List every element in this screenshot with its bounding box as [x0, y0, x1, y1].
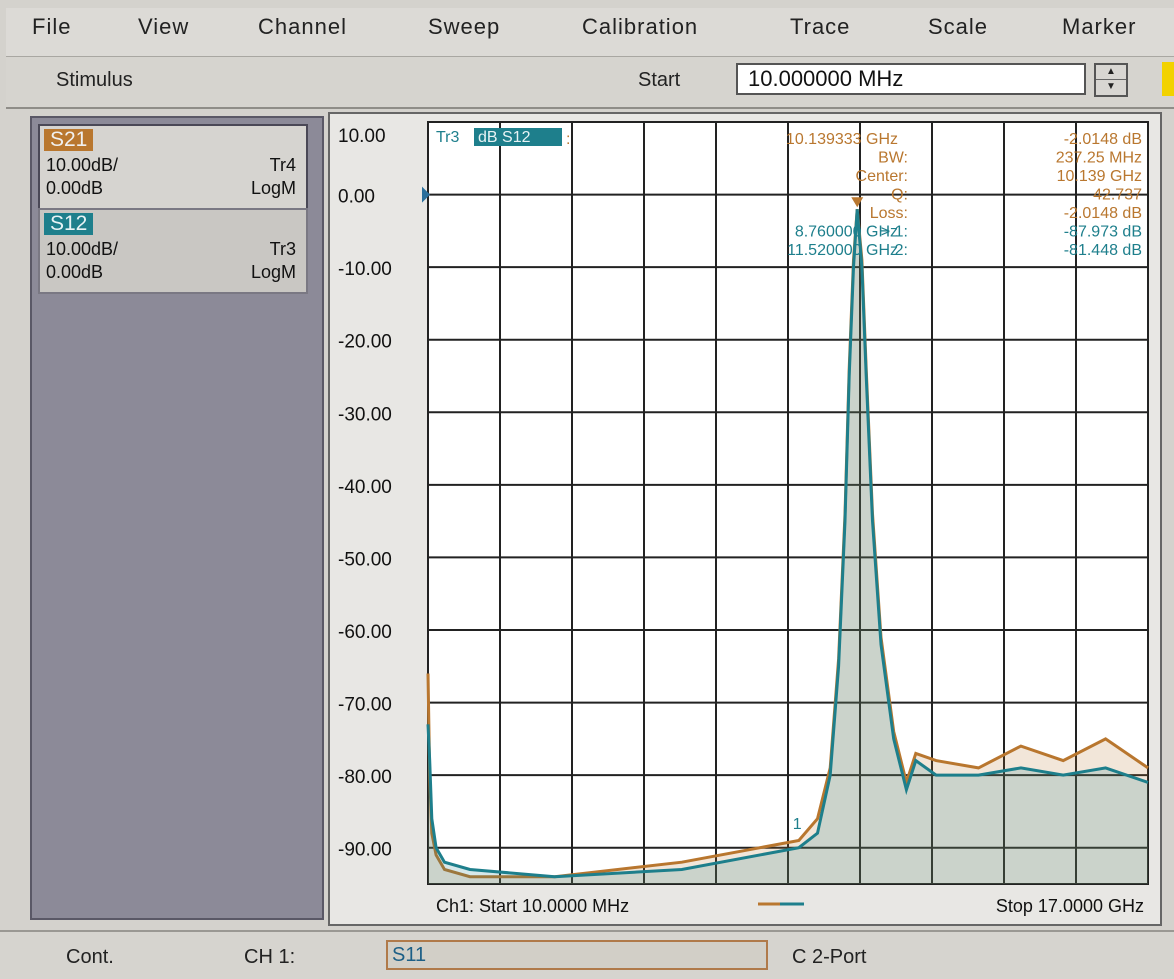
readout-label: > 1: [881, 224, 908, 241]
y-tick-label: 0.00 [338, 187, 375, 208]
chart-canvas[interactable]: 10.00 0.00 -10.00 -20.00 -30.00 -40.00 -50.00 -… [330, 114, 1156, 920]
readout-y-value: -81.448 dB [1064, 242, 1142, 259]
toolbar-section-label: Stimulus [56, 69, 133, 91]
trace-scale: 10.00dB/ [46, 239, 119, 259]
trace-ref: 0.00dB [46, 178, 104, 198]
readout-y-value: 237.25 MHz [1056, 150, 1142, 167]
channel-label: CH 1: [244, 946, 296, 968]
menu-channel[interactable]: Channel [258, 14, 347, 39]
readout-y-value: 42.737 [1093, 187, 1142, 204]
trace-id: Tr4 [269, 155, 296, 175]
trace-param-tag: S21 [44, 129, 94, 151]
menu-calibration[interactable]: Calibration [582, 14, 699, 39]
readout-label: Center: [856, 168, 908, 185]
y-tick-label: -60.00 [338, 622, 392, 643]
trace-ref: 0.00dB [46, 262, 104, 282]
trace-scale: 10.00dB/ [46, 155, 119, 175]
trace-line-s12 [426, 209, 1149, 879]
start-frequency-label: Ch1: Start 10.0000 MHz [436, 896, 629, 916]
readout-y-value: -2.0148 dB [1064, 205, 1142, 222]
stop-frequency-label: Stop 17.0000 GHz [996, 896, 1144, 916]
menu-file[interactable]: File [32, 14, 72, 39]
start-frequency-input[interactable]: 10.000000 MHz [736, 63, 1086, 95]
readout-x-value: 11.520000 GHz [787, 242, 898, 259]
readout-label: 2: [895, 242, 908, 259]
readout-label: : [566, 131, 570, 148]
status-bar: Cont. CH 1: S11 C 2-Port [0, 930, 1174, 979]
menu-sweep[interactable]: Sweep [428, 14, 501, 39]
readout-x-value: 8.760000 GHz [795, 224, 898, 241]
y-tick-label: -80.00 [338, 767, 392, 788]
spin-down-icon[interactable]: ▼ [1096, 79, 1126, 94]
menu-marker[interactable]: Marker [1062, 14, 1137, 39]
menu-view[interactable]: View [138, 14, 190, 39]
trace-format: LogM [250, 262, 296, 282]
trace-param-tag: S12 [44, 213, 94, 235]
trace-fill-s21 [428, 209, 1148, 884]
start-label: Start [638, 69, 681, 91]
y-tick-label: -30.00 [338, 404, 392, 425]
spin-up-icon[interactable]: ▲ [1106, 66, 1116, 77]
y-tick-label: 10.00 [338, 126, 386, 147]
y-tick-label: -10.00 [338, 259, 392, 280]
trace-status-panel: S21 10.00dB/ Tr4 0.00dB LogM S12 10.00dB… [30, 116, 324, 920]
measurement-chart[interactable]: 10.00 0.00 -10.00 -20.00 -30.00 -40.00 -50.00 -… [328, 112, 1162, 926]
trace-box-tr4[interactable]: S21 10.00dB/ Tr4 0.00dB LogM [38, 124, 308, 210]
y-tick-label: -70.00 [338, 695, 392, 716]
sweep-mode: Cont. [66, 946, 114, 968]
start-spinner[interactable]: ▲ ▼ [1094, 63, 1128, 97]
active-trace-box [474, 128, 562, 146]
readout-label: Q: [891, 187, 908, 204]
y-tick-label: -90.00 [338, 840, 392, 861]
toolbar-indicator [1162, 62, 1174, 96]
cal-status: C 2-Port [792, 946, 867, 968]
measurement-field[interactable]: S11 [386, 940, 768, 970]
readout-x-value: 10.139333 GHz [786, 131, 898, 148]
reference-marker-icon [422, 186, 430, 203]
stimulus-toolbar: Stimulus Start 10.000000 MHz ▲ ▼ [6, 57, 1174, 109]
readout-y-value: -2.0148 dB [1064, 131, 1142, 148]
menu-bar: File View Channel Sweep Calibration Trac… [6, 8, 1174, 57]
menu-scale[interactable]: Scale [928, 14, 989, 39]
active-trace-box-label: dB S12 [478, 129, 531, 146]
y-tick-label: -50.00 [338, 549, 392, 570]
trace-box-tr3[interactable]: S12 10.00dB/ Tr3 0.00dB LogM [38, 208, 308, 294]
menu-trace[interactable]: Trace [790, 14, 851, 39]
active-trace-prefix: Tr3 [436, 129, 460, 146]
marker-1-label: 1 [793, 816, 802, 833]
marker-peak-icon [851, 197, 864, 208]
trace-fill-s12 [428, 209, 1148, 884]
readout-label: Loss: [870, 205, 908, 222]
y-tick-label: -40.00 [338, 477, 392, 498]
readout-y-value: -87.973 dB [1064, 224, 1142, 241]
readout-label: BW: [878, 150, 908, 167]
trace-format: LogM [250, 178, 296, 198]
y-tick-label: -20.00 [338, 332, 392, 353]
readout-y-value: 10.139 GHz [1057, 168, 1142, 185]
trace-id: Tr3 [269, 239, 296, 259]
